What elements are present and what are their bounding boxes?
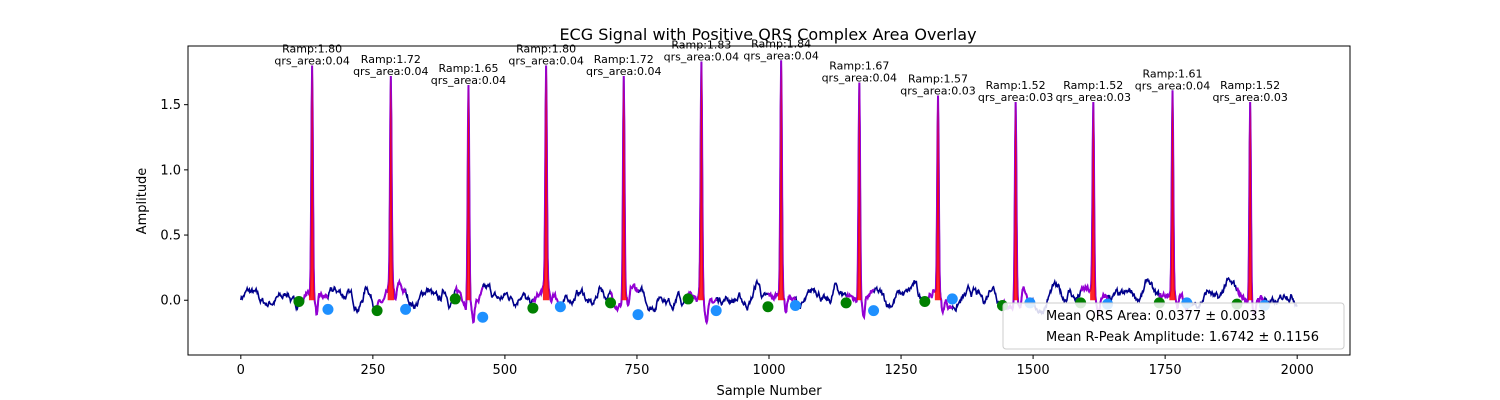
qrs-area-label: qrs_area:0.04 (274, 55, 349, 68)
q-point-marker (371, 305, 383, 317)
x-tick-label: 2000 (1281, 363, 1314, 378)
s-point-marker (322, 303, 334, 315)
r-peak-amp-label: Ramp:1.72 (361, 53, 421, 66)
x-tick-label: 1500 (1017, 363, 1050, 378)
qrs-area-fill (1012, 102, 1019, 301)
y-tick-label: 0.0 (160, 294, 181, 309)
x-axis: 0 250 500 750 1000 1250 1500 1750 2000 (237, 355, 1314, 378)
y-axis: 0.0 0.5 1.0 1.5 (160, 98, 188, 309)
x-axis-label: Sample Number (716, 384, 822, 399)
s-point-marker (477, 311, 489, 323)
q-point-marker (762, 301, 774, 313)
y-tick-label: 1.5 (160, 98, 181, 113)
x-tick-label: 250 (360, 363, 385, 378)
legend: Mean QRS Area: 0.0377 ± 0.0033 Mean R-Pe… (1002, 302, 1345, 350)
qrs-area-label: qrs_area:0.04 (586, 65, 661, 78)
q-point-marker (682, 293, 694, 305)
y-axis-label: Amplitude (135, 168, 150, 235)
qrs-segment-line (298, 65, 329, 316)
qrs-area-fill (698, 61, 705, 301)
r-peak-amp-label: Ramp:1.67 (829, 60, 889, 73)
r-peak-amp-label: Ramp:1.52 (1220, 79, 1280, 92)
x-tick-label: 0 (237, 363, 245, 378)
r-peak-amp-label: Ramp:1.65 (438, 62, 498, 75)
x-tick-label: 750 (625, 363, 650, 378)
legend-box (1002, 302, 1345, 350)
q-point-marker (919, 296, 931, 308)
qrs-area-label: qrs_area:0.04 (431, 74, 506, 87)
qrs-area-fill (1247, 102, 1254, 301)
s-point-marker (789, 299, 801, 311)
qrs-segment-line (687, 61, 718, 326)
r-peak-amp-label: Ramp:1.57 (908, 73, 968, 86)
qrs-area-fill (1090, 102, 1097, 301)
qrs-area-label: qrs_area:0.03 (1056, 91, 1131, 104)
s-point-marker (632, 309, 644, 321)
qrs-area-fill (934, 95, 942, 301)
qrs-area-label: qrs_area:0.04 (353, 65, 428, 78)
s-point-marker (554, 301, 566, 313)
legend-entry-mean-r-peak-amplitude: Mean R-Peak Amplitude: 1.6742 ± 0.1156 (1046, 330, 1319, 345)
r-peak-amp-label: Ramp:1.52 (1063, 79, 1123, 92)
r-peak-amp-label: Ramp:1.83 (671, 39, 731, 52)
s-point-marker (400, 303, 412, 315)
qrs-area-fill (856, 82, 863, 301)
q-point-marker (449, 293, 461, 305)
qrs-area-fill (387, 75, 394, 301)
x-tick-label: 1250 (884, 363, 917, 378)
q-point-marker (293, 296, 305, 308)
qrs-area-label: qrs_area:0.03 (900, 85, 975, 98)
qrs-area-label: qrs_area:0.04 (664, 51, 739, 64)
x-tick-label: 1750 (1149, 363, 1182, 378)
qrs-area-fill (542, 65, 550, 301)
r-peak-amp-label: Ramp:1.61 (1143, 67, 1203, 80)
qrs-area-fill (465, 85, 472, 301)
y-tick-label: 0.5 (160, 229, 181, 244)
chart-title: ECG Signal with Positive QRS Complex Are… (559, 25, 976, 44)
q-point-marker (840, 297, 852, 309)
x-tick-label: 500 (492, 363, 517, 378)
x-tick-label: 1000 (752, 363, 785, 378)
r-peak-amp-label: Ramp:1.84 (751, 37, 811, 50)
qrs-area-label: qrs_area:0.04 (743, 49, 818, 62)
qrs-area-fill (620, 75, 627, 301)
qrs-area-fill (777, 60, 785, 301)
qrs-area-fill (1169, 90, 1176, 301)
r-peak-amp-label: Ramp:1.52 (986, 79, 1046, 92)
qrs-area-label: qrs_area:0.04 (822, 72, 897, 85)
r-peak-amp-label: Ramp:1.72 (594, 53, 654, 66)
legend-entry-mean-qrs-area: Mean QRS Area: 0.0377 ± 0.0033 (1046, 309, 1266, 324)
qrs-area-fill (308, 65, 316, 301)
y-tick-label: 1.0 (160, 163, 181, 178)
q-point-marker (605, 297, 617, 309)
s-point-marker (946, 293, 958, 305)
s-point-marker (710, 305, 722, 317)
qrs-area-label: qrs_area:0.03 (1212, 91, 1287, 104)
qrs-area-label: qrs_area:0.03 (978, 91, 1053, 104)
s-point-marker (868, 305, 880, 317)
qrs-area-label: qrs_area:0.04 (1135, 79, 1210, 92)
qrs-area-label: qrs_area:0.04 (508, 55, 583, 68)
q-point-marker (527, 302, 539, 314)
